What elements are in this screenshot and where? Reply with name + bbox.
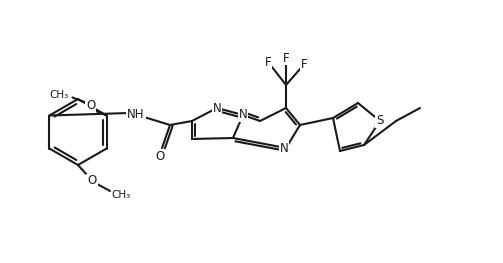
Text: NH: NH bbox=[127, 109, 145, 122]
Text: O: O bbox=[88, 174, 97, 188]
Text: F: F bbox=[265, 57, 271, 69]
Text: CH₃: CH₃ bbox=[49, 90, 68, 100]
Text: F: F bbox=[301, 58, 307, 72]
Text: S: S bbox=[376, 114, 384, 128]
Text: O: O bbox=[86, 99, 95, 112]
Text: methoxy: methoxy bbox=[57, 94, 64, 95]
Text: F: F bbox=[283, 52, 289, 64]
Text: N: N bbox=[213, 102, 221, 114]
Text: N: N bbox=[280, 141, 288, 154]
Text: O: O bbox=[155, 149, 164, 163]
Text: N: N bbox=[238, 109, 247, 122]
Text: CH₃: CH₃ bbox=[111, 190, 131, 200]
